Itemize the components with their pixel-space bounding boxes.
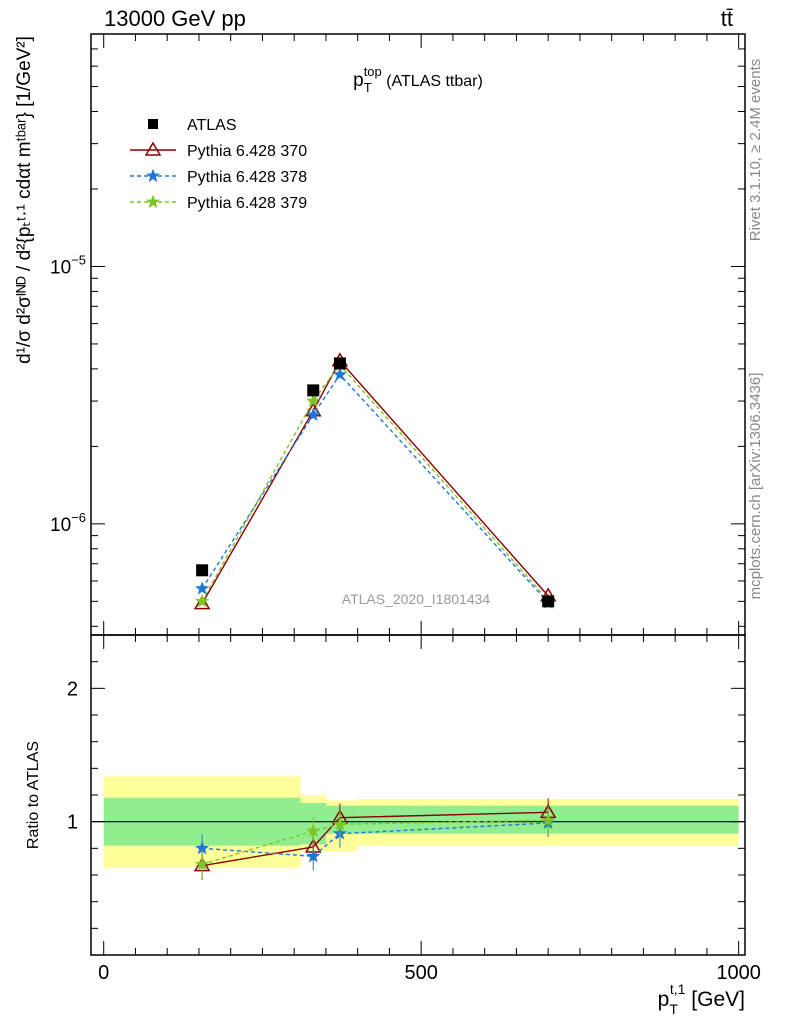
series-3-ratio-line [201,819,549,865]
legend-label-1: Pythia 6.428 370 [187,143,307,160]
series-1-line [201,359,549,604]
watermark: ATLAS_2020_I1801434 [342,591,491,607]
series-0-point-1 [307,384,320,397]
series-2-ratio-point-1 [306,848,321,863]
side-label-rivet: Rivet 3.1.10, ≥ 2.4M events [747,59,764,242]
series-3-line [201,363,549,602]
legend-entry-0: ATLAS [148,117,237,134]
series-2-point-2 [332,367,347,381]
x-tick-label-500: 500 [404,962,437,984]
side-label-mcplots: mcplots.cern.ch [arXiv:1306.3436] [747,373,764,600]
x-axis-label: pTt,1 [GeV] [658,981,745,1017]
legend-marker-1 [144,141,162,156]
series-3-ratio-point-2 [332,816,347,831]
legend-entry-2: Pythia 6.428 378 [130,168,307,186]
band-inner-2 [325,805,358,834]
y-tick-label-0: 10−6 [50,510,86,536]
legend: ATLAS Pythia 6.428 370 Pythia 6.428 378 Pyt… [130,117,307,212]
legend-label-2: Pythia 6.428 378 [187,169,307,186]
series-3-ratio-point-0 [195,856,210,871]
series-3-point-0 [195,593,210,608]
series-3-point-1 [306,393,321,408]
x-tick-label-1000: 1000 [716,962,761,984]
ratio-y-tick-label-1: 1 [67,812,78,834]
series-0-point-3 [542,595,555,608]
y-axis-label: d¹/σ d²σᴵᴺᴰ / d²{pₜᵗ·¹ cdαt mᵗᵇᵃʳ} [1/Ge… [14,36,35,364]
series-2-point-0 [195,581,210,595]
series-1-point-0 [193,595,211,610]
legend-marker-0 [148,119,158,129]
series-3-ratio-point-3 [541,812,556,827]
series-2-point-1 [306,407,321,421]
series-0-point-0 [196,564,209,577]
header-right: tt̄ [721,6,733,31]
legend-marker-2 [145,168,161,183]
series-2-line [201,373,549,603]
ratio-y-tick-label-2: 2 [67,678,78,700]
x-tick-label-0: 0 [98,962,109,984]
legend-entry-3: Pythia 6.428 379 [130,194,307,212]
header-left: 13000 GeV pp [104,6,246,31]
y-tick-label-1: 10−5 [50,252,86,278]
ratio-y-axis-label: Ratio to ATLAS [25,741,42,849]
series-1-ratio-line [201,811,549,867]
series-3-ratio-point-1 [306,823,321,838]
series-2-ratio-line [202,822,549,858]
legend-entry-1: Pythia 6.428 370 [130,141,307,160]
plot-title: pTtop (ATLAS ttbar) [353,64,483,95]
ratio-panel: 0 500 1000 1 2 [67,634,761,984]
series-0-point-2 [333,357,346,370]
legend-marker-3 [145,194,161,209]
legend-label-0: ATLAS [187,117,237,134]
legend-label-3: Pythia 6.428 379 [187,195,307,212]
